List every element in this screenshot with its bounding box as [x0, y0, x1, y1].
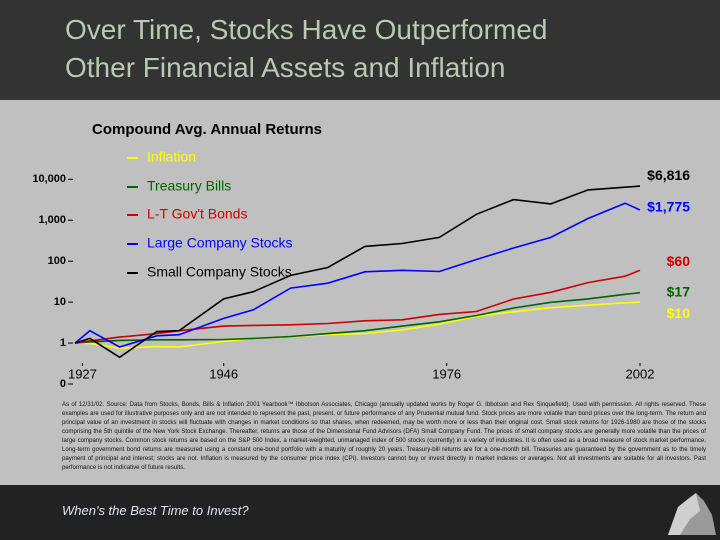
y-tick-label: 10 [54, 296, 66, 308]
y-tick-label: 1 [60, 337, 66, 349]
series-line [74, 185, 641, 359]
logo-rock-highlight [668, 493, 700, 535]
legend-label: L-T Gov't Bonds [147, 206, 247, 222]
x-tick-label: 1927 [68, 366, 97, 381]
legend-label: Treasury Bills [147, 178, 231, 194]
y-tick-label: 0 [60, 378, 66, 390]
value-label: $17 [667, 283, 691, 299]
series-line [74, 269, 641, 344]
chart-title: Compound Avg. Annual Returns [92, 121, 322, 138]
series-line [74, 202, 641, 348]
value-label: $6,816 [647, 167, 690, 183]
legend-label: Small Company Stocks [147, 264, 292, 280]
value-label: $60 [667, 253, 691, 269]
x-tick-label: 1976 [432, 366, 461, 381]
logo [668, 493, 716, 535]
footnote: As of 12/31/02. Source: Data from Stocks… [62, 401, 706, 471]
x-tick-label: 2002 [626, 366, 655, 381]
series-line [74, 301, 641, 350]
y-tick-label: 1,000 [38, 214, 66, 226]
series-line [74, 291, 641, 344]
chart-panel [0, 100, 720, 485]
footer-text: When's the Best Time to Invest? [62, 503, 249, 518]
slide-title: Other Financial Assets and Inflation [65, 52, 506, 83]
header: Over Time, Stocks Have Outperformed Othe… [0, 0, 720, 100]
y-tick-label: 10,000 [32, 173, 66, 185]
slide-title: Over Time, Stocks Have Outperformed [65, 14, 548, 45]
legend-label: Large Company Stocks [147, 235, 293, 251]
x-tick-label: 1946 [209, 366, 238, 381]
value-label: $1,775 [647, 199, 690, 215]
footer: When's the Best Time to Invest? [0, 485, 720, 540]
y-tick-label: 100 [48, 255, 66, 267]
legend-label: Inflation [147, 149, 196, 165]
value-label: $10 [667, 305, 691, 321]
